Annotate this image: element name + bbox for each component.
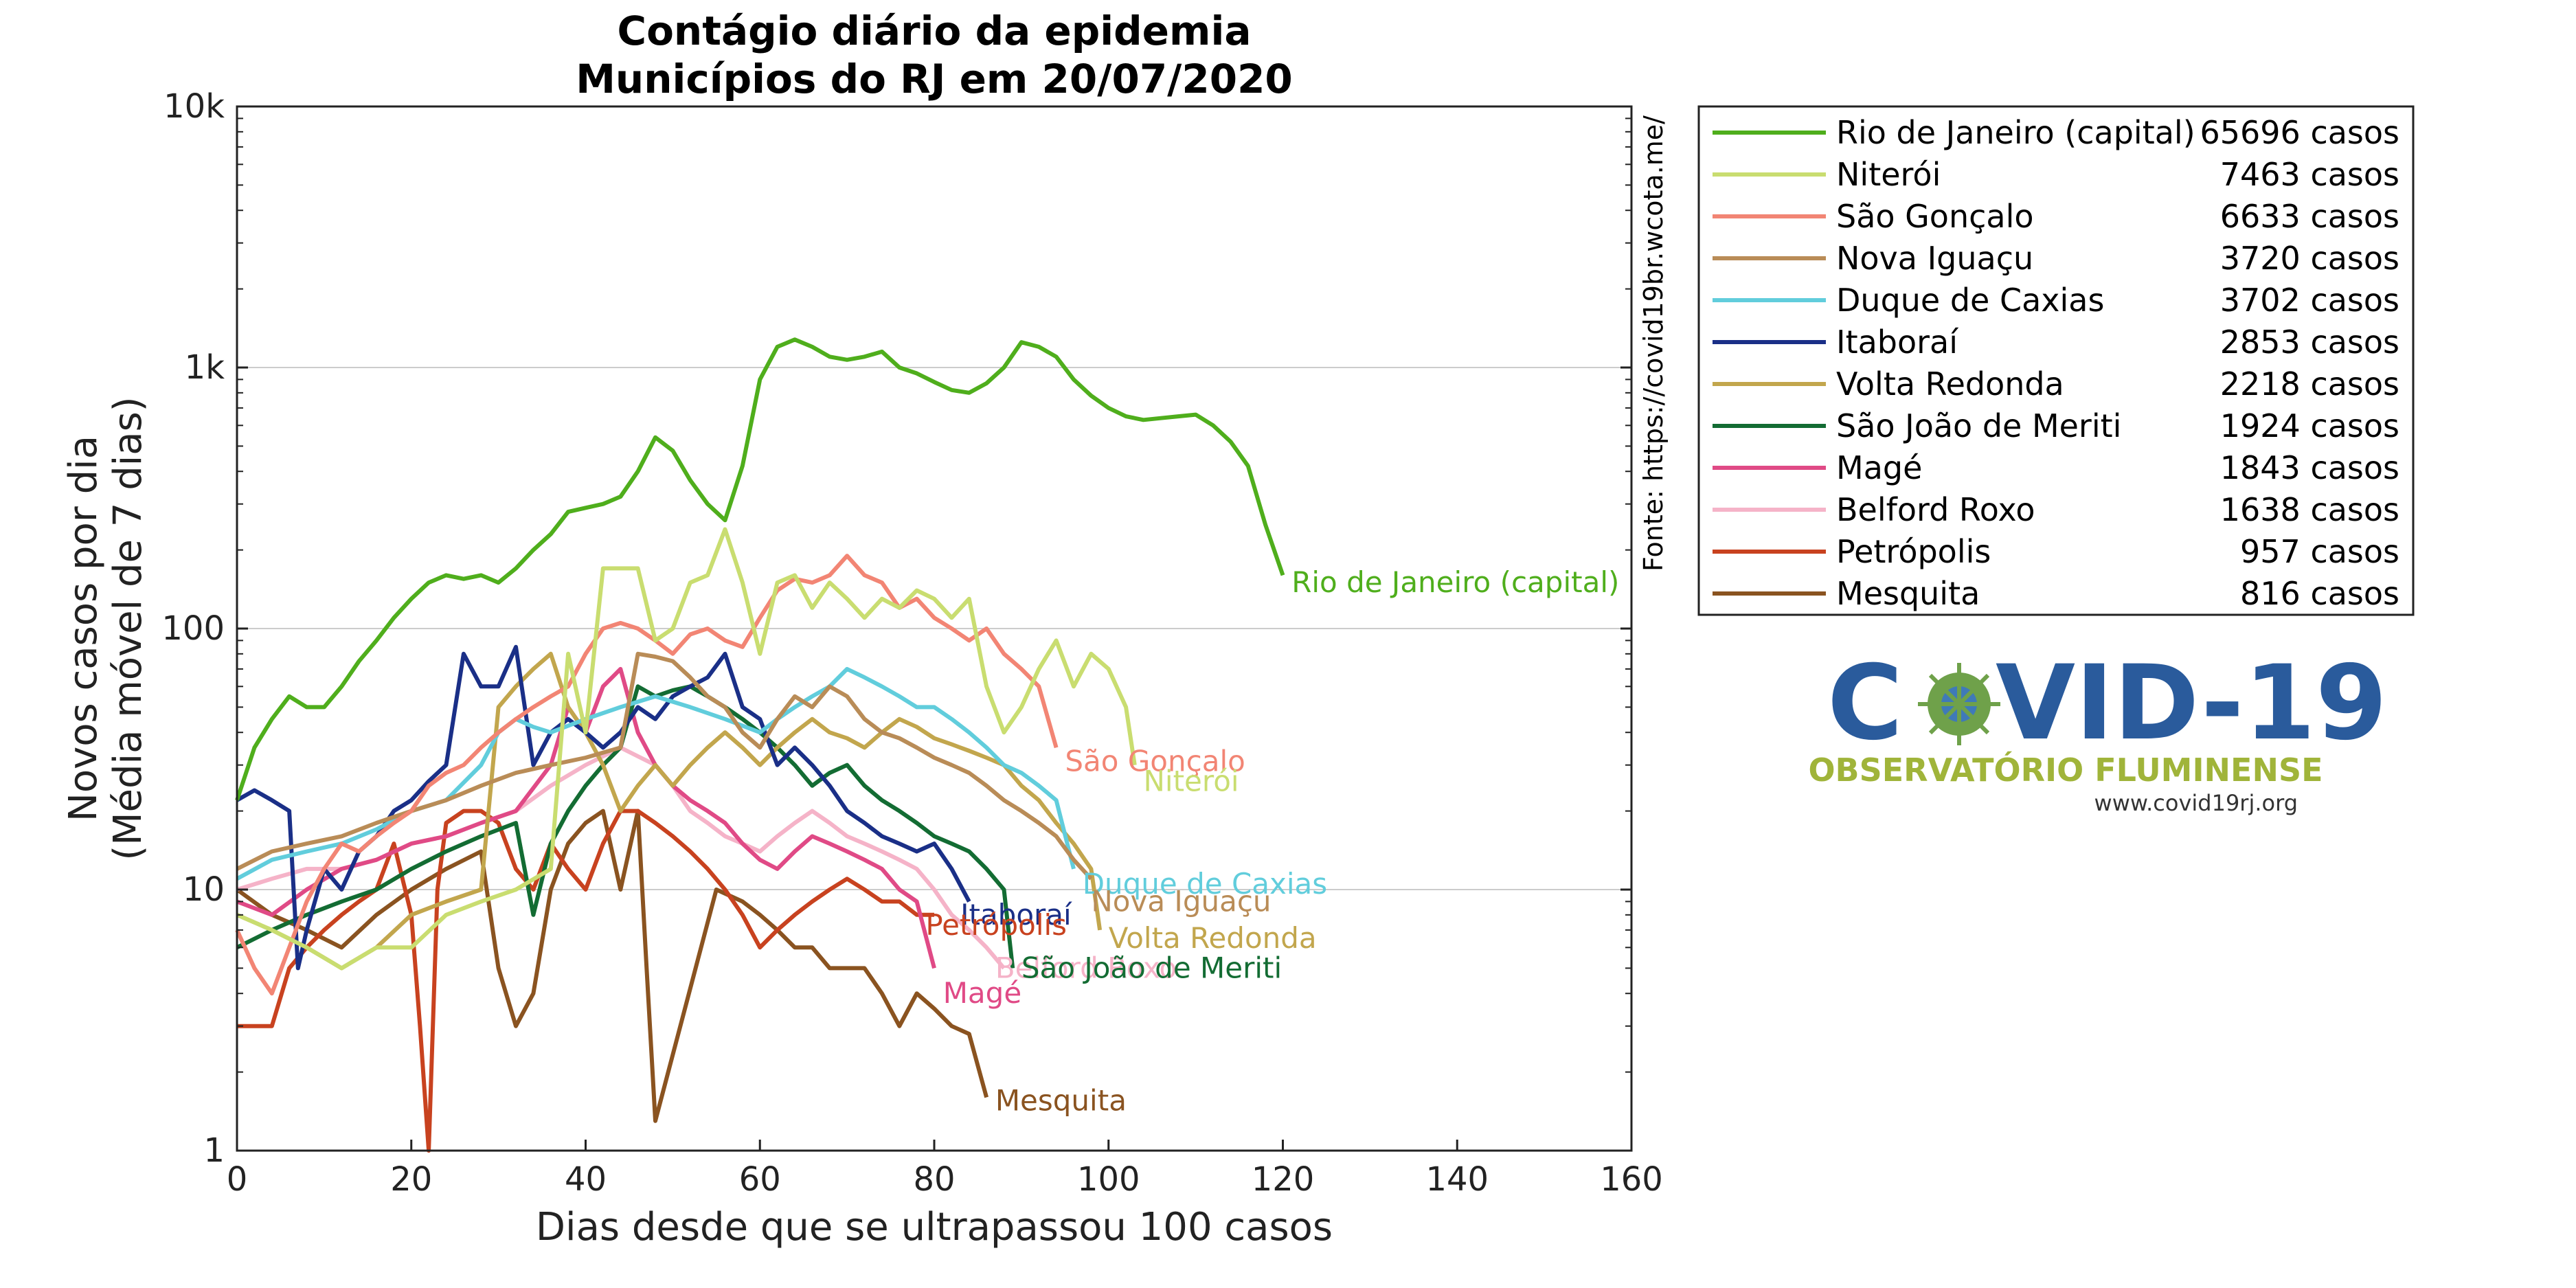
legend-count: 816 casos [2240, 575, 2399, 612]
legend-name: Volta Redonda [1836, 365, 2064, 403]
x-tick-label: 160 [1600, 1160, 1663, 1199]
y-axis-label-2: (Média móvel de 7 dias) [106, 396, 150, 860]
end-label: Duque de Caxias [1083, 867, 1328, 901]
covid19-logo: C VID-19 OBSERVATÓRIO FLUMINENSE www.cov… [1808, 644, 2387, 816]
legend-name: Petrópolis [1836, 533, 1991, 570]
series-line-sao-joao-de-meriti [236, 684, 1015, 969]
legend-count: 2853 casos [2220, 324, 2399, 361]
legend-name: Niterói [1836, 156, 1941, 193]
end-label: Magé [943, 976, 1021, 1010]
y-tick-label: 1k [185, 348, 225, 387]
legend-count: 7463 casos [2220, 156, 2399, 193]
end-label: Rio de Janeiro (capital) [1291, 565, 1619, 599]
legend-count: 1843 casos [2220, 449, 2399, 486]
legend-count: 957 casos [2240, 533, 2399, 570]
series-line-rio-de-janeiro-capital [235, 337, 1285, 801]
source-note: Fonte: https://covid19br.wcota.me/ [1638, 115, 1669, 572]
end-labels: Rio de Janeiro (capital) São GonçaloNiter… [925, 565, 1619, 1118]
series-line-niteroi [236, 527, 1137, 971]
series-line-volta-redonda [236, 651, 1103, 971]
virus-icon [1918, 663, 2000, 745]
legend-name: São João de Meriti [1836, 407, 2121, 444]
x-tick-label: 120 [1252, 1160, 1315, 1199]
end-label: Niterói [1144, 764, 1239, 798]
x-tick-label: 60 [739, 1160, 781, 1199]
logo-subtitle: OBSERVATÓRIO FLUMINENSE [1808, 752, 2323, 789]
legend-count: 1638 casos [2220, 491, 2399, 528]
legend-count: 65696 casos [2200, 114, 2399, 151]
series-line-mesquita [236, 809, 988, 1123]
series-line-sao-goncalo [235, 554, 1059, 996]
legend-name: Rio de Janeiro (capital) [1836, 114, 2195, 151]
legend-name: Duque de Caxias [1836, 282, 2104, 319]
legend-box [1697, 105, 2415, 616]
x-axis-label: Dias desde que se ultrapassou 100 casos [536, 1205, 1333, 1250]
x-tick-label: 40 [565, 1160, 607, 1199]
legend-count: 2218 casos [2220, 365, 2399, 403]
series-line-petropolis [237, 809, 934, 1153]
x-tick-label: 20 [390, 1160, 432, 1199]
legend-name: São Gonçalo [1836, 198, 2034, 235]
end-label: Belford Roxo [995, 951, 1177, 984]
legend: Rio de Janeiro (capital) 65696 casos Niter… [1713, 114, 2399, 612]
x-tick-label: 100 [1077, 1160, 1140, 1199]
y-axis-label: Novos casos por dia [61, 436, 106, 822]
series-line-itaborai [236, 644, 971, 971]
logo-title: C [1827, 644, 1903, 763]
x-tick-label: 0 [227, 1160, 248, 1199]
legend-name: Nova Iguaçu [1836, 240, 2033, 277]
legend-name: Itaboraí [1836, 324, 1958, 361]
end-label: São Gonçalo [1065, 744, 1245, 778]
end-label: São João de Meriti [1021, 951, 1282, 984]
x-tick-label: 140 [1425, 1160, 1489, 1199]
end-label: Volta Redonda [1109, 921, 1317, 955]
y-tick-label: 1 [203, 1131, 225, 1170]
logo-title-rest: VID-19 [1996, 644, 2387, 763]
y-tick-label: 100 [161, 609, 225, 648]
chart-title: Contágio diário da epidemia [618, 8, 1252, 54]
series-line-nova-iguacu [236, 651, 1093, 881]
logo-url: www.covid19rj.org [2094, 790, 2298, 816]
end-label: Mesquita [995, 1084, 1127, 1118]
end-label: Itaboraí [960, 898, 1072, 931]
chart-subtitle: Municípios do RJ em 20/07/2020 [576, 56, 1293, 102]
x-tick-label: 80 [913, 1160, 955, 1199]
legend-count: 1924 casos [2220, 407, 2399, 444]
axis-ticks: 0 20 40 60 80 100 120 140 160 1 10 100 1k 10k [161, 87, 1662, 1199]
legend-name: Mesquita [1836, 575, 1980, 612]
series-layer [235, 337, 1285, 1153]
end-label: Petrópolis [925, 908, 1067, 942]
legend-name: Magé [1836, 449, 1922, 486]
legend-name: Belford Roxo [1836, 491, 2035, 528]
y-tick-label: 10 [183, 870, 225, 909]
y-tick-label: 10k [163, 87, 225, 126]
end-label: Nova Iguaçu [1091, 884, 1271, 918]
legend-count: 6633 casos [2220, 198, 2399, 235]
legend-count: 3720 casos [2220, 240, 2399, 277]
legend-count: 3702 casos [2220, 282, 2399, 319]
